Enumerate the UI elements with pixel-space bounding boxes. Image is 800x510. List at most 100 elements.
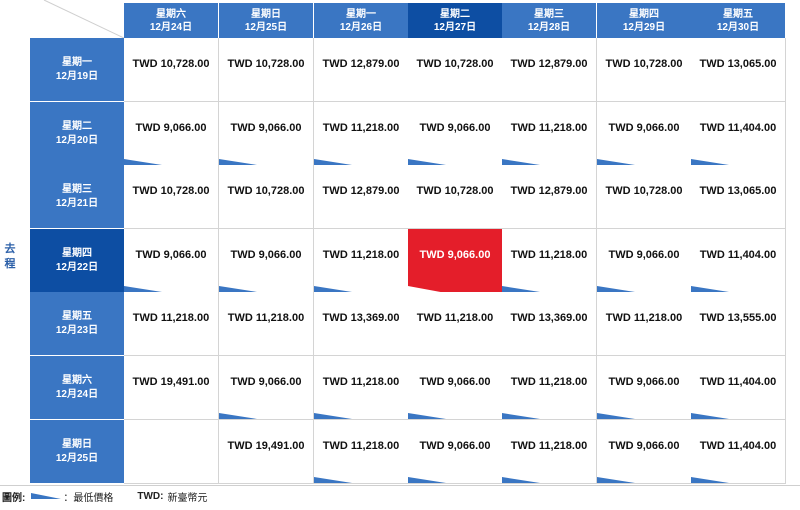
return-date-header[interactable]: 星期五 12月30日 bbox=[691, 3, 786, 38]
fare-cell[interactable]: TWD 9,066.00 bbox=[597, 102, 692, 166]
lowest-price-marker-icon bbox=[219, 286, 257, 292]
fare-cell[interactable]: TWD 13,555.00 bbox=[691, 292, 786, 356]
return-date-header[interactable]: 星期日 12月25日 bbox=[219, 3, 314, 38]
lowest-price-marker-icon bbox=[31, 493, 62, 499]
depart-date-header[interactable]: 星期日 12月25日 bbox=[30, 420, 124, 484]
return-date-header[interactable]: 星期六 12月24日 bbox=[124, 3, 219, 38]
fare-price: TWD 13,065.00 bbox=[699, 185, 777, 197]
fare-cell[interactable]: TWD 11,218.00 bbox=[314, 420, 409, 484]
fare-cell[interactable]: TWD 13,369.00 bbox=[314, 292, 409, 356]
depart-date-header[interactable]: 星期三 12月21日 bbox=[30, 165, 124, 229]
lowest-price-marker-icon bbox=[124, 286, 162, 292]
fare-cell[interactable]: TWD 12,879.00 bbox=[502, 38, 597, 102]
fare-cell[interactable]: TWD 13,065.00 bbox=[691, 38, 786, 102]
fare-price: TWD 11,218.00 bbox=[510, 376, 588, 388]
fare-cell[interactable]: TWD 12,879.00 bbox=[502, 165, 597, 229]
return-weekday: 星期三 bbox=[534, 8, 564, 20]
fare-cell[interactable]: TWD 12,879.00 bbox=[314, 165, 409, 229]
fare-cell[interactable]: TWD 10,728.00 bbox=[219, 165, 314, 229]
return-date: 12月27日 bbox=[433, 21, 477, 33]
fare-price: TWD 10,728.00 bbox=[605, 185, 683, 197]
fare-cell[interactable]: TWD 11,404.00 bbox=[691, 229, 786, 293]
fare-price: TWD 9,066.00 bbox=[135, 249, 207, 261]
return-date-header[interactable]: 星期四 12月29日 bbox=[597, 3, 692, 38]
fare-price: TWD 19,491.00 bbox=[132, 376, 210, 388]
fare-cell[interactable]: TWD 10,728.00 bbox=[219, 38, 314, 102]
fare-price: TWD 9,066.00 bbox=[608, 249, 680, 261]
depart-date: 12月25日 bbox=[55, 452, 99, 464]
fare-cell[interactable]: TWD 9,066.00 bbox=[124, 102, 219, 166]
fare-price: TWD 11,404.00 bbox=[699, 249, 777, 261]
fare-price: TWD 10,728.00 bbox=[416, 185, 494, 197]
fare-cell[interactable]: TWD 9,066.00 bbox=[408, 356, 503, 420]
fare-price: TWD 10,728.00 bbox=[227, 58, 305, 70]
lowest-price-marker-icon bbox=[408, 413, 446, 419]
fare-cell[interactable]: TWD 10,728.00 bbox=[597, 165, 692, 229]
depart-date-header[interactable]: 星期二 12月20日 bbox=[30, 102, 124, 166]
depart-date-header[interactable]: 星期四 12月22日 bbox=[30, 229, 124, 293]
depart-date: 12月21日 bbox=[55, 197, 99, 209]
depart-date-header[interactable]: 星期五 12月23日 bbox=[30, 292, 124, 356]
fare-cell[interactable]: TWD 11,404.00 bbox=[691, 102, 786, 166]
return-date-header[interactable]: 星期二 12月27日 bbox=[408, 3, 503, 38]
fare-cell[interactable]: TWD 9,066.00 bbox=[408, 102, 503, 166]
fare-cell[interactable]: TWD 11,218.00 bbox=[597, 292, 692, 356]
fare-cell[interactable]: TWD 19,491.00 bbox=[219, 420, 314, 484]
depart-date-header[interactable]: 星期六 12月24日 bbox=[30, 356, 124, 420]
lowest-price-marker-icon bbox=[408, 159, 446, 165]
fare-price: TWD 10,728.00 bbox=[132, 185, 210, 197]
fare-cell[interactable]: TWD 9,066.00 bbox=[597, 229, 692, 293]
fare-price: TWD 9,066.00 bbox=[419, 440, 491, 452]
depart-weekday: 星期二 bbox=[62, 120, 92, 132]
fare-cell[interactable]: TWD 9,066.00 bbox=[219, 102, 314, 166]
fare-cell[interactable]: TWD 9,066.00 bbox=[597, 356, 692, 420]
depart-weekday: 星期三 bbox=[62, 183, 92, 195]
fare-price: TWD 10,728.00 bbox=[132, 58, 210, 70]
fare-cell[interactable]: TWD 13,065.00 bbox=[691, 165, 786, 229]
fare-price: TWD 9,066.00 bbox=[230, 122, 302, 134]
fare-price: TWD 11,218.00 bbox=[322, 376, 400, 388]
fare-price: TWD 9,066.00 bbox=[608, 376, 680, 388]
fare-cell bbox=[124, 420, 219, 484]
fare-price: TWD 12,879.00 bbox=[322, 58, 400, 70]
depart-weekday: 星期五 bbox=[62, 310, 92, 322]
fare-price: TWD 12,879.00 bbox=[510, 185, 588, 197]
fare-cell[interactable]: TWD 11,218.00 bbox=[502, 420, 597, 484]
fare-cell[interactable]: TWD 11,218.00 bbox=[314, 102, 409, 166]
fare-cell[interactable]: TWD 10,728.00 bbox=[124, 165, 219, 229]
corner-diagonal bbox=[43, 0, 124, 38]
fare-cell[interactable]: TWD 13,369.00 bbox=[502, 292, 597, 356]
fare-cell[interactable]: TWD 10,728.00 bbox=[124, 38, 219, 102]
fare-cell[interactable]: TWD 10,728.00 bbox=[597, 38, 692, 102]
fare-cell[interactable]: TWD 11,218.00 bbox=[314, 229, 409, 293]
fare-cell[interactable]: TWD 9,066.00 bbox=[219, 356, 314, 420]
fare-price: TWD 10,728.00 bbox=[416, 58, 494, 70]
return-date-header[interactable]: 星期三 12月28日 bbox=[502, 3, 597, 38]
fare-cell[interactable]: TWD 12,879.00 bbox=[314, 38, 409, 102]
fare-cell[interactable]: TWD 9,066.00 bbox=[597, 420, 692, 484]
fare-cell[interactable]: TWD 11,218.00 bbox=[408, 292, 503, 356]
fare-cell[interactable]: TWD 19,491.00 bbox=[124, 356, 219, 420]
fare-cell[interactable]: TWD 10,728.00 bbox=[408, 38, 503, 102]
fare-cell[interactable]: TWD 9,066.00 bbox=[219, 229, 314, 293]
return-date-header[interactable]: 星期一 12月26日 bbox=[314, 3, 409, 38]
fare-cell[interactable]: TWD 9,066.00 bbox=[124, 229, 219, 293]
fare-cell[interactable]: TWD 11,218.00 bbox=[502, 356, 597, 420]
fare-cell[interactable]: TWD 11,218.00 bbox=[502, 102, 597, 166]
legend-currency-value: 新臺幣元 bbox=[167, 492, 208, 504]
fare-cell[interactable]: TWD 11,404.00 bbox=[691, 420, 786, 484]
fare-cell[interactable]: TWD 11,218.00 bbox=[314, 356, 409, 420]
fare-cell[interactable]: TWD 11,218.00 bbox=[502, 229, 597, 293]
fare-cell[interactable]: TWD 11,218.00 bbox=[219, 292, 314, 356]
fare-cell[interactable]: TWD 9,066.00 bbox=[408, 420, 503, 484]
fare-cell[interactable]: TWD 11,404.00 bbox=[691, 356, 786, 420]
fare-price: TWD 12,879.00 bbox=[322, 185, 400, 197]
fare-cell[interactable]: TWD 11,218.00 bbox=[124, 292, 219, 356]
return-date: 12月29日 bbox=[622, 21, 666, 33]
fare-price: TWD 12,879.00 bbox=[510, 58, 588, 70]
fare-price: TWD 9,066.00 bbox=[419, 122, 491, 134]
depart-date-header[interactable]: 星期一 12月19日 bbox=[30, 38, 124, 102]
fare-cell-selected[interactable]: TWD 9,066.00 bbox=[408, 229, 503, 293]
fare-cell[interactable]: TWD 10,728.00 bbox=[408, 165, 503, 229]
return-weekday: 星期二 bbox=[440, 8, 470, 20]
